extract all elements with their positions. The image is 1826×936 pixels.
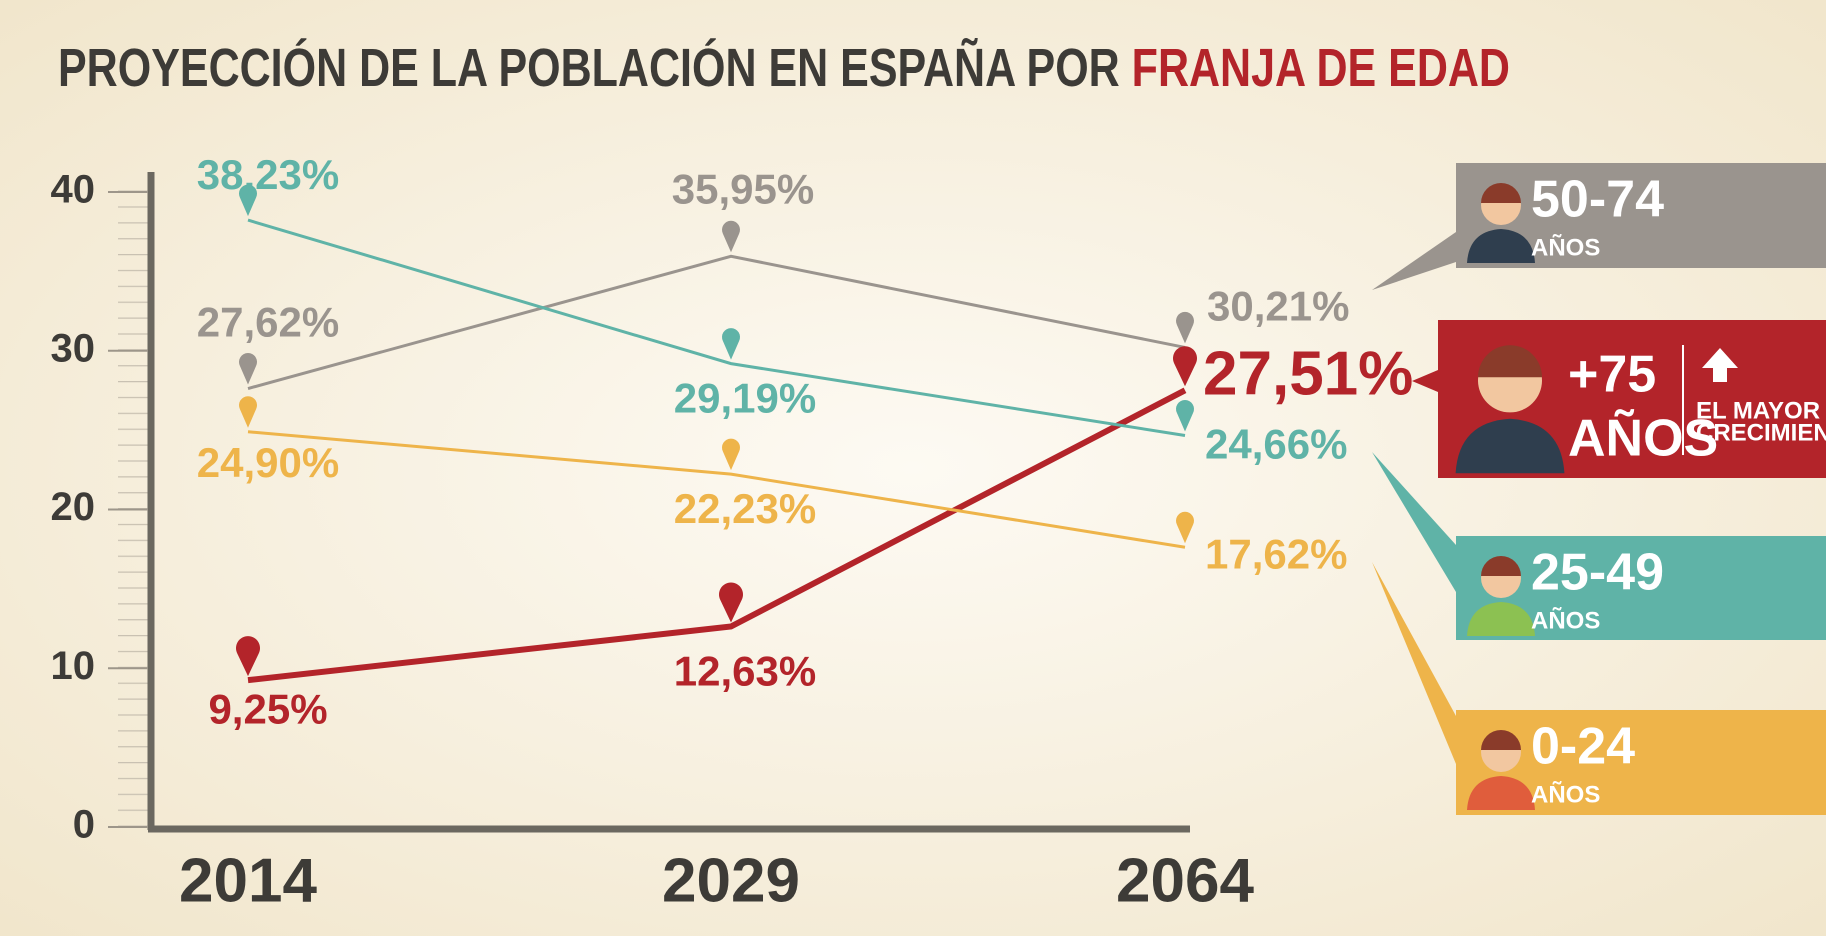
- value-label: 35,95%: [672, 165, 814, 212]
- x-tick-label: 2014: [179, 846, 317, 915]
- value-label: 24,90%: [197, 439, 339, 486]
- chart: PROYECCIÓN DE LA POBLACIÓN EN ESPAÑA POR…: [0, 0, 1826, 936]
- x-tick-label: 2029: [662, 846, 800, 915]
- ruler: [118, 178, 148, 828]
- legend-sublabel: AÑOS: [1531, 606, 1600, 634]
- value-label: 9,25%: [208, 685, 327, 732]
- title-text: PROYECCIÓN DE LA POBLACIÓN EN ESPAÑA POR: [58, 38, 1120, 98]
- legend-label: 50-74: [1531, 171, 1664, 229]
- y-tick-label: 20: [51, 485, 96, 529]
- legend-label: 25-49: [1531, 544, 1664, 602]
- page: {"chart_data": { "type": "line", "title"…: [0, 0, 1826, 936]
- value-label: 17,62%: [1205, 530, 1347, 577]
- value-label: 38,23%: [197, 151, 339, 198]
- value-label: 27,62%: [197, 299, 339, 346]
- y-tick-label: 10: [51, 644, 96, 688]
- legend-sublabel: AÑOS: [1531, 780, 1600, 808]
- value-label: 24,66%: [1205, 421, 1347, 468]
- chart-title: PROYECCIÓN DE LA POBLACIÓN EN ESPAÑA POR…: [58, 38, 1510, 98]
- y-tick-label: 40: [51, 168, 96, 212]
- legend-sublabel: AÑOS: [1531, 233, 1600, 261]
- value-label: 22,23%: [674, 485, 816, 532]
- value-label: 27,51%: [1203, 340, 1413, 409]
- legend-note: CRECIMIENTO: [1696, 419, 1826, 446]
- value-label: 12,63%: [674, 648, 816, 695]
- y-tick-label: 30: [51, 326, 96, 370]
- value-label: 29,19%: [674, 375, 816, 422]
- x-tick-label: 2064: [1116, 846, 1254, 915]
- value-label: 30,21%: [1207, 283, 1349, 330]
- y-tick-label: 0: [73, 803, 95, 847]
- legend-label: +75: [1568, 346, 1656, 404]
- title-highlight: FRANJA DE EDAD: [1132, 38, 1510, 98]
- legend-label: 0-24: [1531, 718, 1635, 776]
